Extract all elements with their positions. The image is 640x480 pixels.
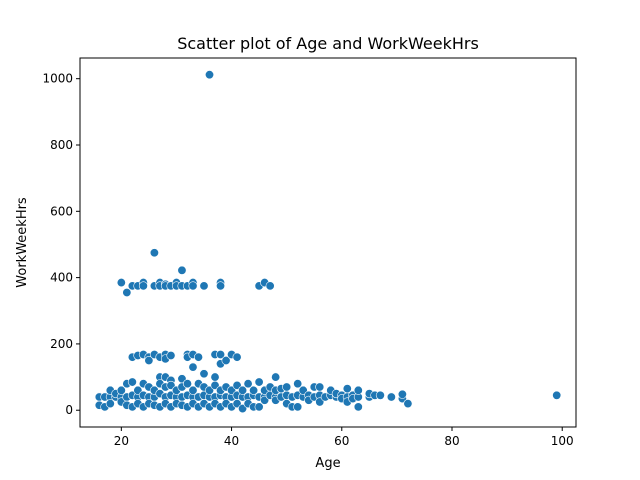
- x-axis-label: Age: [315, 456, 340, 471]
- y-axis-label: WorkWeekHrs: [15, 197, 30, 288]
- scatter-point: [315, 382, 325, 392]
- scatter-point: [193, 352, 203, 362]
- scatter-point: [116, 385, 126, 395]
- scatter-point: [105, 399, 115, 409]
- scatter-point: [403, 399, 413, 409]
- y-tick-label: 200: [50, 337, 73, 351]
- scatter-point: [182, 379, 192, 389]
- scatter-point: [397, 389, 407, 399]
- x-tick-label: 20: [114, 434, 129, 448]
- scatter-point: [293, 402, 303, 412]
- scatter-point: [166, 351, 176, 361]
- scatter-point: [216, 281, 226, 291]
- scatter-point: [144, 355, 154, 365]
- scatter-point: [149, 248, 159, 258]
- scatter-point: [552, 390, 562, 400]
- y-tick-label: 0: [65, 403, 73, 417]
- y-tick-label: 800: [50, 138, 73, 152]
- scatter-point: [188, 362, 198, 372]
- scatter-point: [249, 385, 259, 395]
- scatter-point: [210, 372, 220, 382]
- y-tick-label: 400: [50, 271, 73, 285]
- scatter-point: [386, 392, 396, 402]
- scatter-point: [282, 382, 292, 392]
- y-tick-label: 600: [50, 204, 73, 218]
- scatter-point: [353, 402, 363, 412]
- scatter-point: [127, 377, 137, 387]
- scatter-point: [188, 281, 198, 291]
- plot-frame: [79, 57, 577, 428]
- scatter-point: [293, 379, 303, 389]
- scatter-point: [221, 355, 231, 365]
- scatter-point: [205, 70, 215, 80]
- x-tick-label: 40: [224, 434, 239, 448]
- x-tick-label: 60: [334, 434, 349, 448]
- scatter-point: [271, 372, 281, 382]
- scatter-point: [238, 385, 248, 395]
- points-layer: [94, 70, 562, 414]
- scatter-point: [116, 278, 126, 288]
- x-tick-label: 80: [444, 434, 459, 448]
- scatter-point: [177, 265, 187, 275]
- scatter-point: [243, 379, 253, 389]
- scatter-point: [265, 281, 275, 291]
- scatter-point: [199, 369, 209, 379]
- y-tick-label: 1000: [42, 72, 73, 86]
- scatter-point: [122, 288, 132, 298]
- scatter-point: [216, 350, 226, 360]
- scatter-point: [254, 402, 264, 412]
- chart-title: Scatter plot of Age and WorkWeekHrs: [177, 34, 479, 53]
- scatter-point: [342, 384, 352, 394]
- scatter-point: [188, 385, 198, 395]
- scatter-point: [232, 352, 242, 362]
- x-tick-label: 100: [551, 434, 574, 448]
- scatter-point: [199, 281, 209, 291]
- scatter-point: [353, 385, 363, 395]
- scatter-point: [254, 377, 264, 387]
- scatter-point: [375, 390, 385, 400]
- scatter-point: [138, 281, 148, 291]
